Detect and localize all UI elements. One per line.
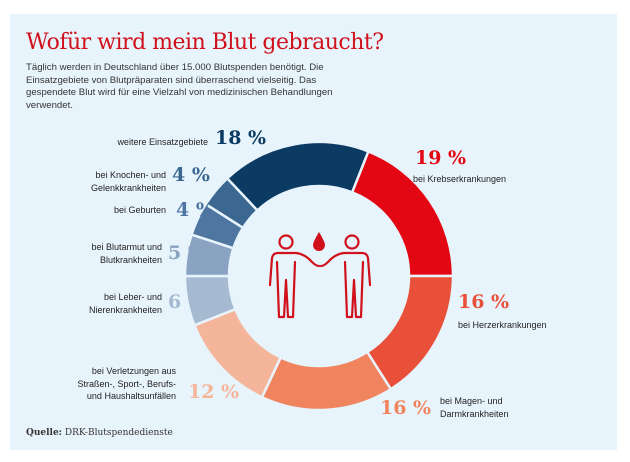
- source-note: Quelle: DRK-Blutspendedienste: [26, 428, 173, 438]
- intro-text: Täglich werden in Deutschland über 15.00…: [26, 62, 333, 111]
- source-value: DRK-Blutspendedienste: [64, 428, 173, 438]
- label-herz: bei Herzerkrankungen: [458, 320, 547, 330]
- label-magen: bei Magen- und Darmkrankheiten: [440, 396, 509, 419]
- pct-geburten: 4 %: [176, 199, 214, 221]
- pct-magen: 16 %: [380, 397, 432, 419]
- label-krebs: bei Krebserkrankungen: [413, 174, 507, 184]
- donut-slice-2: [260, 350, 393, 412]
- donut-slice-8: [225, 140, 370, 213]
- label-weitere: weitere Einsatzgebiete: [117, 137, 208, 147]
- pct-blutarmut: 5 %: [168, 242, 206, 264]
- pct-knochen: 4 %: [172, 164, 210, 186]
- label-verletzungen: bei Verletzungen aus Straßen-, Sport-, B…: [77, 366, 176, 401]
- two-people-blood-drop-icon: [268, 232, 372, 319]
- pct-leber: 6 %: [168, 291, 206, 313]
- pct-verletzungen: 12 %: [188, 381, 240, 403]
- label-leber: bei Leber- und Nierenkrankheiten: [88, 292, 162, 315]
- pct-herz: 16 %: [458, 291, 510, 313]
- pct-krebs: 19 %: [415, 147, 467, 169]
- label-knochen: bei Knochen- und Gelenkkrankheiten: [90, 170, 166, 193]
- label-blutarmut: bei Blutarmut und Blutkrankheiten: [91, 242, 162, 265]
- chart-title: Wofür wird mein Blut gebraucht?: [26, 30, 384, 55]
- label-geburten: bei Geburten: [113, 205, 166, 215]
- pct-weitere: 18 %: [215, 127, 267, 149]
- source-label: Quelle:: [26, 428, 62, 438]
